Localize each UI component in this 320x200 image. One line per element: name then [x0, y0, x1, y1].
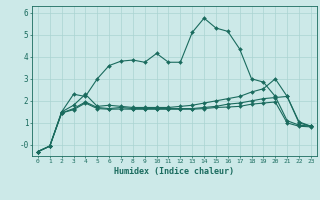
- X-axis label: Humidex (Indice chaleur): Humidex (Indice chaleur): [115, 167, 234, 176]
